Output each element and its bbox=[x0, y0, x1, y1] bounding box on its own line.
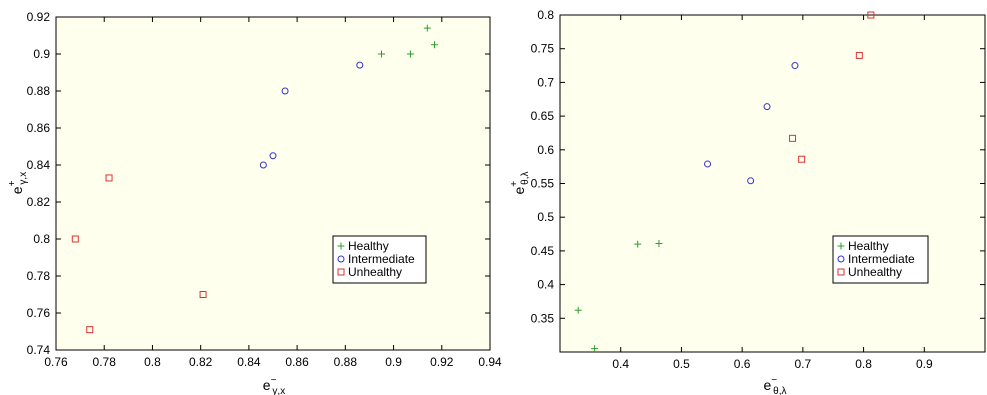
y-tick-label: 0.45 bbox=[531, 244, 555, 258]
panel-1: 0.76 0.78 0.8 0.82 0.84 0.86 0.88 0.9 0.92 0.94 0.… bbox=[7, 10, 502, 395]
data-point-unhealthy bbox=[855, 51, 863, 59]
y-tick-label: 0.55 bbox=[531, 177, 555, 191]
data-point-healthy bbox=[431, 41, 439, 49]
x-tick-label: 0.8 bbox=[144, 355, 161, 369]
x-tick-label: 0.4 bbox=[612, 357, 629, 371]
plot-area bbox=[560, 15, 985, 352]
data-point-intermediate bbox=[763, 103, 771, 111]
x-tick-label: 0.8 bbox=[855, 357, 872, 371]
data-point-healthy bbox=[378, 50, 385, 58]
data-point-intermediate bbox=[747, 177, 755, 185]
data-point-healthy bbox=[634, 240, 642, 248]
y-tick-label: 0.86 bbox=[27, 121, 51, 135]
data-point-intermediate bbox=[356, 61, 364, 69]
y-tick-label: 0.65 bbox=[531, 109, 555, 123]
plot-frame bbox=[55, 16, 491, 351]
data-point-unhealthy bbox=[199, 291, 207, 298]
data-point-intermediate bbox=[269, 152, 277, 160]
y-tick-label: 0.5 bbox=[537, 210, 554, 224]
y-axis-label: e+θ,λ bbox=[509, 172, 531, 195]
legend-label-intermediate: Intermediate bbox=[348, 252, 415, 266]
data-point-unhealthy bbox=[86, 326, 94, 334]
x-tick-label: 0.7 bbox=[795, 357, 812, 371]
y-tick-label: 0.92 bbox=[27, 10, 51, 24]
y-tick-label: 0.9 bbox=[33, 47, 50, 61]
data-point-unhealthy bbox=[798, 155, 806, 163]
legend-box bbox=[332, 235, 427, 284]
x-tick-label: 0.78 bbox=[93, 355, 117, 369]
legend-marker-unhealthy bbox=[337, 268, 345, 276]
y-tick-label: 0.88 bbox=[27, 84, 51, 98]
x-axis-label: e− γ,x bbox=[263, 375, 285, 395]
y-tick-label: 0.75 bbox=[531, 42, 555, 56]
panel-2: 0.4 0.5 0.6 0.7 0.8 0.9 0.35 0.4 0.45 0.5 0.55 0.6 0… bbox=[509, 8, 986, 395]
y-tick-label: 0.84 bbox=[27, 158, 51, 172]
legend-marker-intermediate bbox=[337, 255, 345, 263]
x-axis-label: e− θ,λ bbox=[764, 375, 787, 395]
y-tick-label: 0.35 bbox=[531, 311, 555, 325]
legend-marker-intermediate bbox=[837, 255, 845, 263]
data-point-healthy bbox=[591, 345, 599, 353]
y-tick-label: 0.82 bbox=[27, 195, 51, 209]
y-tick-label: 0.8 bbox=[537, 8, 554, 22]
legend-box bbox=[832, 235, 929, 284]
data-point-healthy bbox=[406, 50, 414, 58]
data-point-unhealthy bbox=[867, 11, 875, 19]
legend-label-unhealthy: Unhealthy bbox=[348, 265, 402, 279]
x-tick-label: 0.88 bbox=[334, 355, 358, 369]
plot-frame bbox=[559, 14, 986, 353]
data-point-healthy bbox=[423, 24, 431, 32]
x-tick-label: 0.76 bbox=[44, 355, 68, 369]
data-point-healthy bbox=[655, 239, 663, 247]
x-tick-label: 0.9 bbox=[916, 357, 933, 371]
data-point-intermediate bbox=[259, 161, 267, 169]
y-tick-label: 0.76 bbox=[27, 306, 51, 320]
y-tick-label: 0.6 bbox=[537, 143, 554, 157]
legend-label-intermediate: Intermediate bbox=[848, 252, 915, 266]
legend-marker-healthy bbox=[837, 242, 845, 250]
data-point-intermediate bbox=[791, 62, 799, 70]
legend-label-healthy: Healthy bbox=[348, 239, 389, 253]
plot-area bbox=[56, 17, 490, 350]
data-point-intermediate bbox=[281, 87, 289, 95]
y-tick-label: 0.78 bbox=[27, 269, 51, 283]
y-axis-label: e+γ,x bbox=[7, 172, 29, 194]
x-tick-label: 0.6 bbox=[734, 357, 751, 371]
x-tick-label: 0.9 bbox=[385, 355, 402, 369]
data-point-healthy bbox=[574, 306, 582, 314]
x-tick-label: 0.84 bbox=[237, 355, 261, 369]
legend-marker-healthy bbox=[337, 242, 345, 250]
legend-label-unhealthy: Unhealthy bbox=[848, 265, 902, 279]
data-point-intermediate bbox=[704, 160, 712, 168]
x-tick-label: 0.82 bbox=[189, 355, 213, 369]
y-tick-label: 0.4 bbox=[537, 278, 554, 292]
x-tick-label: 0.94 bbox=[478, 355, 502, 369]
x-tick-label: 0.5 bbox=[673, 357, 690, 371]
legend-label-healthy: Healthy bbox=[848, 239, 889, 253]
y-tick-label: 0.8 bbox=[33, 232, 50, 246]
data-point-unhealthy bbox=[105, 174, 113, 182]
x-tick-label: 0.92 bbox=[430, 355, 454, 369]
data-point-unhealthy bbox=[789, 134, 797, 142]
legend-marker-unhealthy bbox=[837, 268, 845, 276]
y-tick-label: 0.7 bbox=[537, 75, 554, 89]
x-tick-label: 0.86 bbox=[285, 355, 309, 369]
data-point-unhealthy bbox=[71, 235, 79, 243]
y-tick-label: 0.74 bbox=[27, 343, 51, 357]
